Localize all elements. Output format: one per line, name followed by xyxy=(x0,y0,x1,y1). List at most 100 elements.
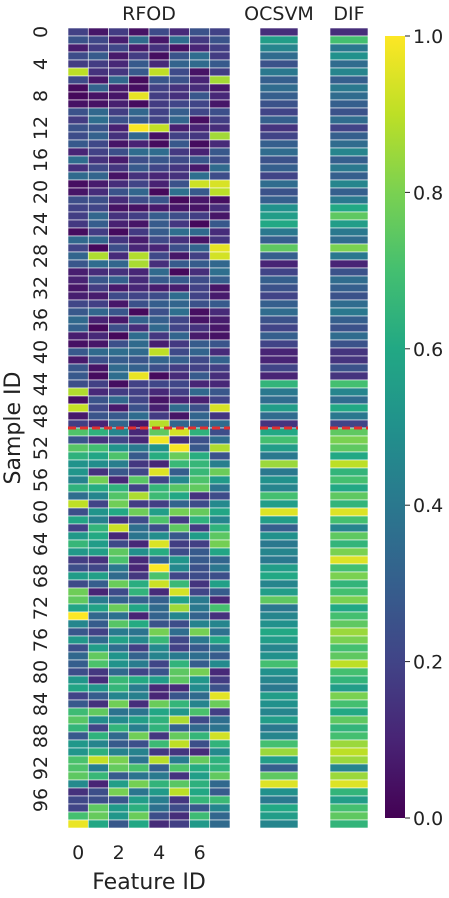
rfod-cell xyxy=(189,283,211,293)
rfod-cell xyxy=(108,163,130,173)
dif-cell xyxy=(329,411,369,421)
ocsvm-cell xyxy=(259,571,299,581)
y-tick-label: 60 xyxy=(30,500,52,524)
rfod-cell xyxy=(108,459,130,469)
dif-cell xyxy=(329,347,369,357)
dif-cell xyxy=(329,435,369,445)
rfod-cell xyxy=(209,291,231,301)
rfod-cell xyxy=(168,131,190,141)
ocsvm-cell xyxy=(259,99,299,109)
dif-cell xyxy=(329,755,369,765)
rfod-cell xyxy=(128,259,150,269)
ocsvm-cell xyxy=(259,555,299,565)
dif-cell xyxy=(329,107,369,117)
rfod-cell xyxy=(87,795,109,805)
ocsvm-cell xyxy=(259,755,299,765)
rfod-cell xyxy=(128,819,150,829)
rfod-cell xyxy=(87,171,109,181)
rfod-cell xyxy=(67,779,89,789)
rfod-cell xyxy=(87,235,109,245)
ocsvm-cell xyxy=(259,699,299,709)
rfod-cell xyxy=(148,395,170,405)
rfod-cell xyxy=(168,435,190,445)
ocsvm-cell xyxy=(259,355,299,365)
dif-cell xyxy=(329,227,369,237)
panel-titles: RFOD OCSVM DIF xyxy=(122,3,364,25)
rfod-cell xyxy=(108,771,130,781)
dif-cell xyxy=(329,363,369,373)
rfod-cell xyxy=(209,83,231,93)
rfod-cell xyxy=(67,227,89,237)
rfod-cell xyxy=(67,315,89,325)
rfod-cell xyxy=(148,595,170,605)
rfod-cell xyxy=(67,387,89,397)
rfod-cell xyxy=(148,579,170,589)
ocsvm-cell xyxy=(259,395,299,405)
rfod-cell xyxy=(67,235,89,245)
rfod-cell xyxy=(148,107,170,117)
rfod-cell xyxy=(108,667,130,677)
rfod-cell xyxy=(209,555,231,565)
dif-cell xyxy=(329,659,369,669)
rfod-heatmap xyxy=(67,27,231,829)
rfod-cell xyxy=(168,411,190,421)
rfod-cell xyxy=(108,83,130,93)
rfod-cell xyxy=(189,267,211,277)
rfod-cell xyxy=(209,699,231,709)
rfod-cell xyxy=(87,603,109,613)
rfod-cell xyxy=(67,707,89,717)
ocsvm-cell xyxy=(259,443,299,453)
rfod-cell xyxy=(209,107,231,117)
rfod-cell xyxy=(128,587,150,597)
rfod-cell xyxy=(168,275,190,285)
ocsvm-cell xyxy=(259,611,299,621)
rfod-cell xyxy=(67,659,89,669)
rfod-cell xyxy=(148,547,170,557)
rfod-cell xyxy=(128,235,150,245)
rfod-cell xyxy=(168,803,190,813)
ocsvm-cell xyxy=(259,675,299,685)
rfod-cell xyxy=(168,243,190,253)
rfod-cell xyxy=(67,739,89,749)
rfod-cell xyxy=(108,283,130,293)
dif-cell xyxy=(329,459,369,469)
rfod-cell xyxy=(168,651,190,661)
rfod-cell xyxy=(209,283,231,293)
rfod-cell xyxy=(168,779,190,789)
rfod-cell xyxy=(87,443,109,453)
rfod-cell xyxy=(189,627,211,637)
dif-cell xyxy=(329,339,369,349)
rfod-cell xyxy=(168,203,190,213)
rfod-cell xyxy=(189,259,211,269)
dif-cell xyxy=(329,387,369,397)
y-tick-label: 52 xyxy=(30,436,52,460)
rfod-cell xyxy=(209,435,231,445)
rfod-cell xyxy=(108,403,130,413)
rfod-cell xyxy=(67,155,89,165)
rfod-cell xyxy=(87,251,109,261)
rfod-cell xyxy=(87,515,109,525)
rfod-cell xyxy=(108,499,130,509)
rfod-cell xyxy=(128,603,150,613)
rfod-cell xyxy=(168,731,190,741)
rfod-cell xyxy=(128,555,150,565)
rfod-cell xyxy=(87,643,109,653)
rfod-cell xyxy=(128,451,150,461)
dif-cell xyxy=(329,475,369,485)
rfod-cell xyxy=(168,539,190,549)
rfod-cell xyxy=(189,331,211,341)
rfod-cell xyxy=(108,643,130,653)
rfod-cell xyxy=(189,203,211,213)
rfod-cell xyxy=(128,283,150,293)
rfod-cell xyxy=(128,715,150,725)
rfod-cell xyxy=(67,467,89,477)
rfod-cell xyxy=(108,347,130,357)
rfod-cell xyxy=(209,139,231,149)
dif-cell xyxy=(329,139,369,149)
ocsvm-cell xyxy=(259,291,299,301)
rfod-cell xyxy=(108,811,130,821)
dif-cell xyxy=(329,579,369,589)
rfod-cell xyxy=(168,635,190,645)
rfod-cell xyxy=(87,675,109,685)
rfod-cell xyxy=(189,459,211,469)
